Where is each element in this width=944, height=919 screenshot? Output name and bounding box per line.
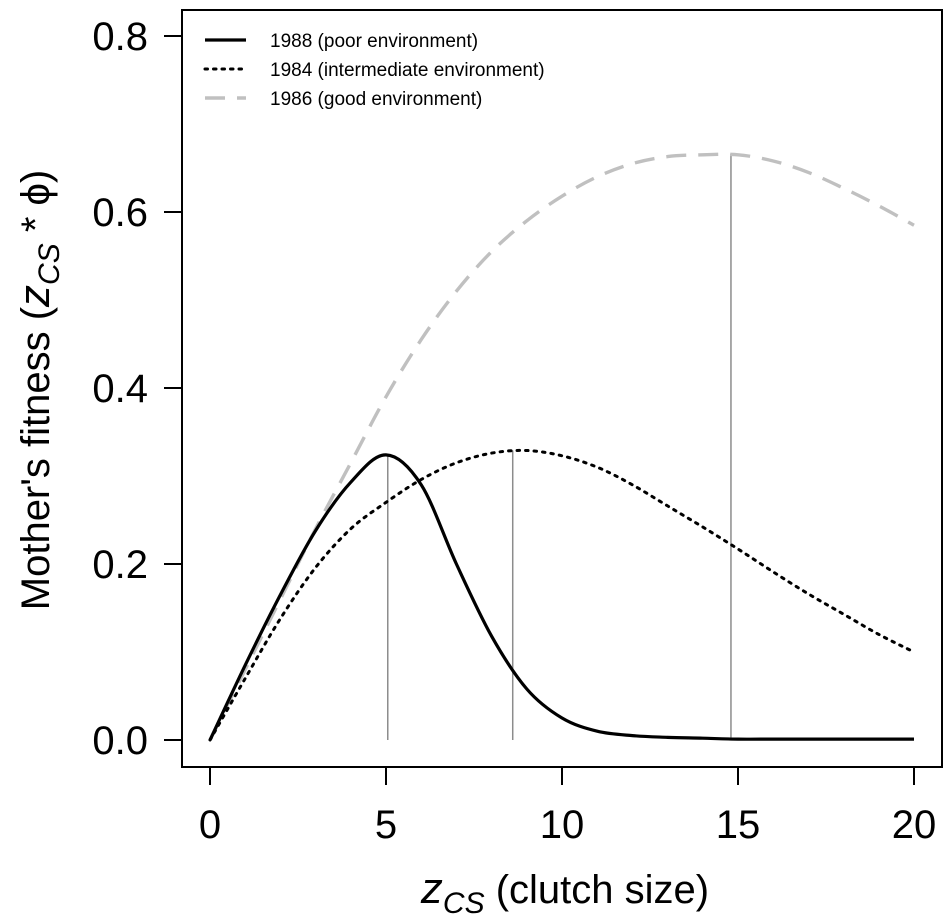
x-tick-label: 20 (892, 803, 937, 847)
y-tick-label: 0.2 (92, 543, 148, 587)
x-tick-label: 0 (199, 803, 221, 847)
series-lines (208, 152, 916, 742)
y-axis-title: Mother's fitness (zCS * ϕ) (10, 170, 66, 610)
x-axis-title-symbol: z (420, 864, 443, 913)
legend-label: 1984 (intermediate environment) (270, 60, 545, 81)
x-tick-label: 15 (716, 803, 761, 847)
legend-label: 1988 (poor environment) (270, 31, 478, 52)
y-axis-title-subscript: CS (33, 243, 66, 285)
y-tick-label: 0.4 (92, 367, 148, 411)
y-axis-title-suffix: * ϕ) (14, 170, 58, 244)
y-axis-title-prefix: Mother's fitness ( (14, 306, 58, 610)
y-tick-label: 0.0 (92, 719, 148, 763)
x-axis: 0 5 10 15 20 (199, 766, 937, 847)
legend: 1988 (poor environment) 1984 (intermediat… (203, 31, 545, 110)
legend-label: 1986 (good environment) (270, 89, 482, 110)
x-tick-label: 10 (540, 803, 585, 847)
x-axis-title-subscript: CS (443, 887, 485, 919)
x-tick-label: 5 (375, 803, 397, 847)
y-axis-title-symbol: z (10, 285, 59, 308)
series-line (208, 448, 916, 742)
y-tick-label: 0.6 (92, 191, 148, 235)
x-axis-title: zCS (clutch size) (420, 864, 709, 919)
y-axis: 0.0 0.2 0.4 0.6 0.8 (92, 15, 183, 763)
y-tick-label: 0.8 (92, 15, 148, 59)
series-line (208, 453, 914, 741)
x-axis-title-text: (clutch size) (485, 868, 710, 912)
